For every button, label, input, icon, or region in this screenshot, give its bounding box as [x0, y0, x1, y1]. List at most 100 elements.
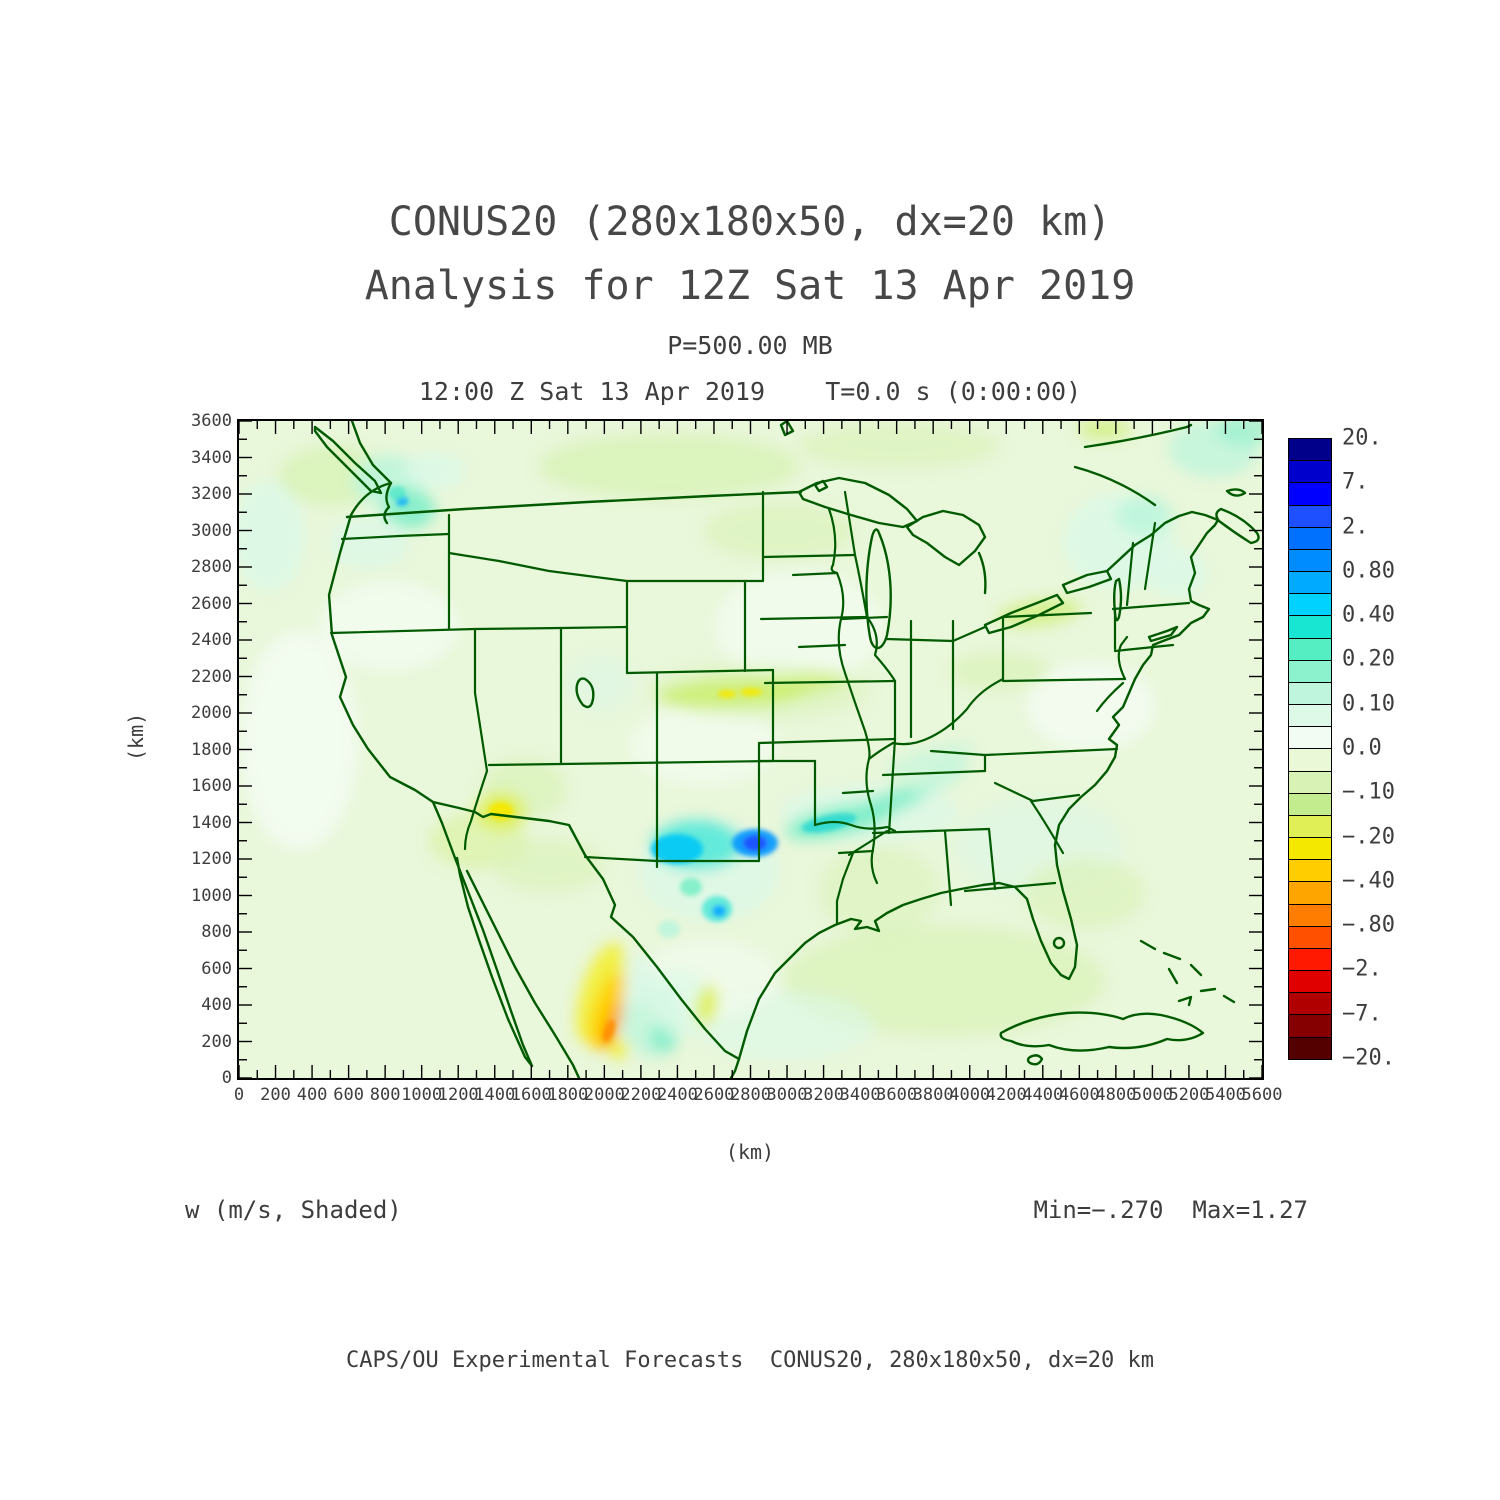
colorbar-cell	[1289, 461, 1331, 484]
colorbar-cell	[1289, 1015, 1331, 1038]
colorbar-cell	[1289, 793, 1331, 816]
y-tick-label: 800	[201, 922, 232, 942]
x-tick-label: 400	[296, 1085, 328, 1105]
gulf-coast-florida	[737, 843, 1079, 1061]
us-canada-border	[345, 490, 803, 519]
colorbar-label: −20.	[1342, 1045, 1395, 1071]
colorbar-cell	[1289, 838, 1331, 861]
lake-ontario	[1061, 569, 1113, 595]
x-tick-label: 4800	[1095, 1085, 1137, 1105]
colorbar-label: −.20	[1342, 824, 1395, 850]
x-tick-label: 1600	[510, 1085, 552, 1105]
x-tick-label: 1200	[437, 1085, 479, 1105]
colorbar-label: 0.40	[1342, 602, 1395, 628]
coastlines-international	[313, 421, 1260, 1078]
us-state-borders	[329, 490, 1191, 925]
colorbar-cell	[1289, 439, 1331, 462]
colorbar-cell	[1289, 882, 1331, 905]
lake-winnipeg-tip	[779, 421, 795, 437]
colorbar	[1288, 438, 1332, 1060]
bahamas-island-1	[1139, 939, 1157, 951]
colorbar-cell	[1289, 860, 1331, 883]
colorbar-cell	[1289, 904, 1331, 927]
isle-of-youth	[1026, 1054, 1044, 1066]
y-tick-label: 1800	[191, 739, 232, 760]
y-tick-label: 1000	[191, 885, 232, 906]
conus-map	[239, 421, 1262, 1078]
lake-champlain	[1113, 577, 1123, 622]
footer-credit: CAPS/OU Experimental Forecasts CONUS20, …	[346, 1348, 1154, 1373]
x-tick-label: 2800	[730, 1085, 771, 1105]
atlantic-coast	[1053, 518, 1220, 847]
colorbar-label: 0.0	[1342, 735, 1382, 761]
field-label: w (m/s, Shaded)	[185, 1196, 402, 1224]
x-tick-label: 1800	[547, 1085, 589, 1105]
x-tick-label: 2200	[620, 1085, 662, 1105]
pressure-level-label: P=500.00 MB	[667, 331, 833, 360]
cuba	[999, 1011, 1205, 1052]
colorbar-cell	[1289, 549, 1331, 573]
colorbar-cell	[1289, 993, 1331, 1016]
y-tick-label: 3000	[191, 520, 232, 541]
x-tick-label: 2600	[693, 1085, 735, 1105]
colorbar-cell	[1289, 705, 1331, 728]
colorbar-cell	[1289, 616, 1331, 639]
y-tick-label: 3200	[191, 484, 232, 504]
colorbar-label: −.10	[1342, 779, 1395, 805]
y-tick-label: 600	[201, 958, 232, 979]
x-tick-label: 3400	[839, 1085, 881, 1105]
colorbar-cell	[1289, 660, 1331, 683]
colorbar-cell	[1289, 638, 1331, 661]
valid-time-label: 12:00 Z Sat 13 Apr 2019 T=0.0 s (0:00:00…	[418, 377, 1082, 406]
prince-edward-island	[1225, 488, 1247, 497]
colorbar-cell	[1289, 483, 1331, 506]
dashed-boundary-3	[1222, 994, 1236, 1004]
colorbar-cell	[1289, 771, 1331, 794]
colorbar-label: 2.	[1342, 514, 1369, 540]
x-tick-label: 2000	[583, 1085, 625, 1105]
x-tick-label: 4600	[1058, 1085, 1100, 1105]
bahamas-island-3	[1189, 963, 1203, 977]
x-tick-label: 1000	[401, 1085, 443, 1105]
colorbar-label: 0.10	[1342, 691, 1395, 717]
colorbar-label: −.80	[1342, 912, 1395, 938]
nova-scotia	[1215, 507, 1260, 545]
title-line2: Analysis for 12Z Sat 13 Apr 2019	[364, 263, 1136, 309]
colorbar-cell	[1289, 948, 1331, 972]
y-tick-label: 400	[201, 995, 232, 1015]
vancouver-island	[313, 425, 383, 495]
y-tick-label: 1200	[191, 849, 232, 869]
colorbar-cell	[1289, 572, 1331, 595]
colorbar-cell	[1289, 926, 1331, 949]
mexico-west-coast	[465, 869, 581, 1078]
shading-blobs-soft	[239, 421, 1262, 1061]
st-clair-river	[977, 551, 987, 595]
dashed-boundary-2	[1199, 987, 1217, 993]
colorbar-cell	[1289, 727, 1331, 750]
x-tick-label: 3200	[803, 1085, 845, 1105]
x-tick-label: 5400	[1204, 1085, 1246, 1105]
y-tick-label: 2200	[191, 666, 232, 687]
axis-ticks	[239, 421, 1262, 1078]
x-tick-label: 2400	[656, 1085, 698, 1105]
us-mexico-border	[431, 800, 741, 1061]
y-tick-label: 3600	[191, 411, 232, 431]
y-tick-label: 2000	[191, 703, 232, 723]
x-tick-label: 4200	[985, 1085, 1027, 1105]
colorbar-cell	[1289, 682, 1331, 706]
y-tick-label: 0	[221, 1068, 232, 1088]
x-tick-label: 3000	[766, 1085, 808, 1105]
colorbar-label: −7.	[1342, 1001, 1382, 1027]
x-tick-label: 200	[260, 1085, 291, 1105]
lake-huron	[905, 509, 987, 567]
y-axis-tick-labels: 3600 3400 3200 3000 2800 2600 2400 2200 2000 1800…	[148, 411, 232, 1088]
st-lawrence-south-shore	[1073, 465, 1157, 507]
x-tick-label: 3800	[912, 1085, 954, 1105]
colorbar-cell	[1289, 594, 1331, 617]
page-title: CONUS20 (280x180x50, dx=20 km) Analysis f…	[0, 190, 1500, 318]
colorbar-label: −.40	[1342, 868, 1395, 894]
y-axis-title: (km)	[124, 712, 149, 761]
lake-okeechobee	[1052, 936, 1066, 950]
title-line1: CONUS20 (280x180x50, dx=20 km)	[388, 199, 1112, 245]
